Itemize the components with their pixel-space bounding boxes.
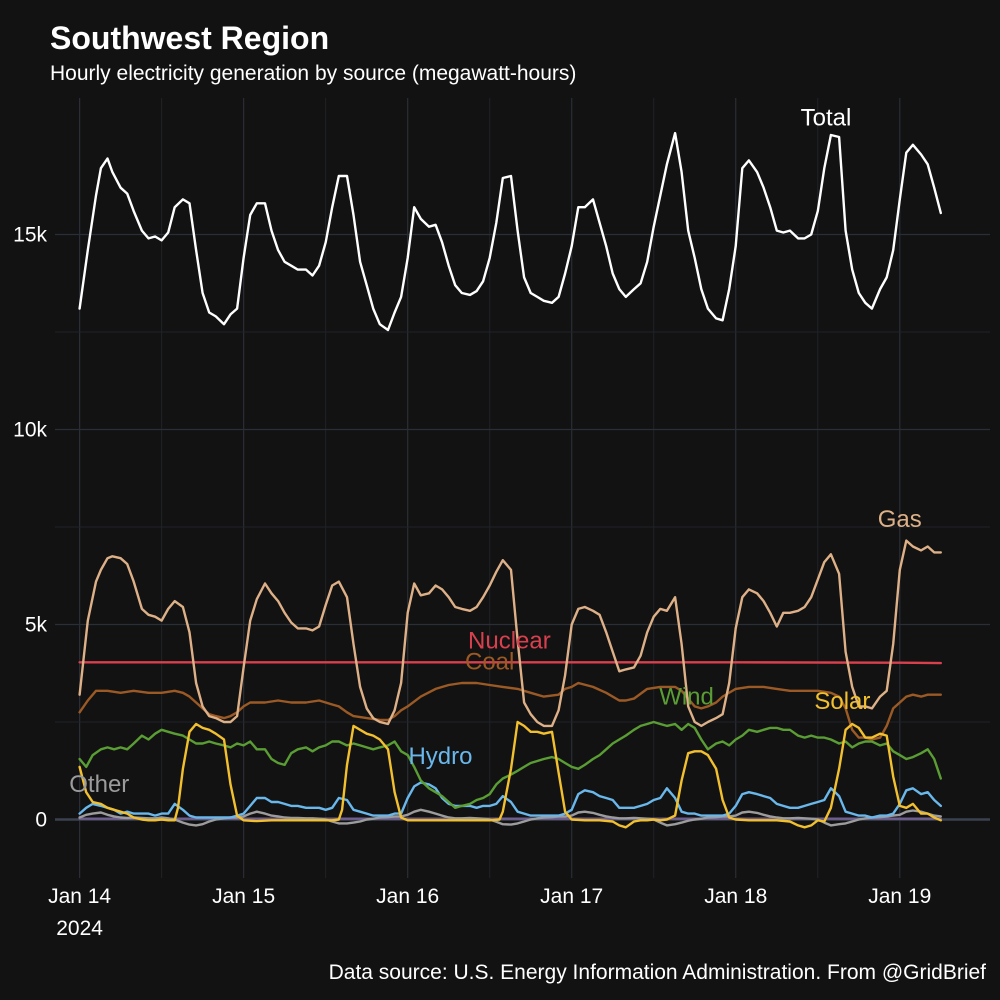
series-line-coal bbox=[78, 681, 942, 741]
chart-subtitle: Hourly electricity generation by source … bbox=[50, 62, 577, 85]
series-line-hydro bbox=[78, 781, 942, 819]
gridlines bbox=[55, 98, 990, 878]
y-tick-label: 5k bbox=[25, 614, 48, 637]
series-label-coal: Coal bbox=[465, 648, 514, 675]
y-tick-label: 10k bbox=[13, 419, 47, 442]
x-tick-label: Jan 14 bbox=[48, 885, 111, 908]
x-tick-label: Jan 16 bbox=[376, 885, 439, 908]
source-caption: Data source: U.S. Energy Information Adm… bbox=[328, 961, 986, 984]
x-tick-sublabel: 2024 bbox=[56, 917, 103, 940]
series-line-gas bbox=[78, 539, 942, 728]
series-label-gas: Gas bbox=[878, 506, 922, 533]
x-tick-label: Jan 15 bbox=[212, 885, 275, 908]
series-label-hydro: Hydro bbox=[408, 743, 472, 770]
series-label-wind: Wind bbox=[659, 683, 714, 710]
y-tick-label: 15k bbox=[13, 224, 47, 247]
x-tick-label: Jan 19 bbox=[868, 885, 931, 908]
series-line-total bbox=[78, 131, 942, 332]
series-lines bbox=[78, 131, 942, 829]
series-line-wind bbox=[78, 720, 942, 809]
series-label-solar: Solar bbox=[814, 688, 870, 715]
series-label-nuclear: Nuclear bbox=[468, 628, 551, 655]
x-tick-label: Jan 17 bbox=[540, 885, 603, 908]
chart-title: Southwest Region bbox=[50, 20, 330, 56]
series-label-other: Other bbox=[69, 771, 129, 798]
series-line-solar bbox=[78, 720, 942, 829]
axis-ticks: 0 5k 10k 15k Jan 14 2024 Jan 15 Jan 16 Jan 17 Jan… bbox=[13, 224, 931, 941]
series-label-total: Total bbox=[801, 104, 852, 131]
x-tick-label: Jan 18 bbox=[704, 885, 767, 908]
y-tick-label: 0 bbox=[35, 809, 47, 832]
